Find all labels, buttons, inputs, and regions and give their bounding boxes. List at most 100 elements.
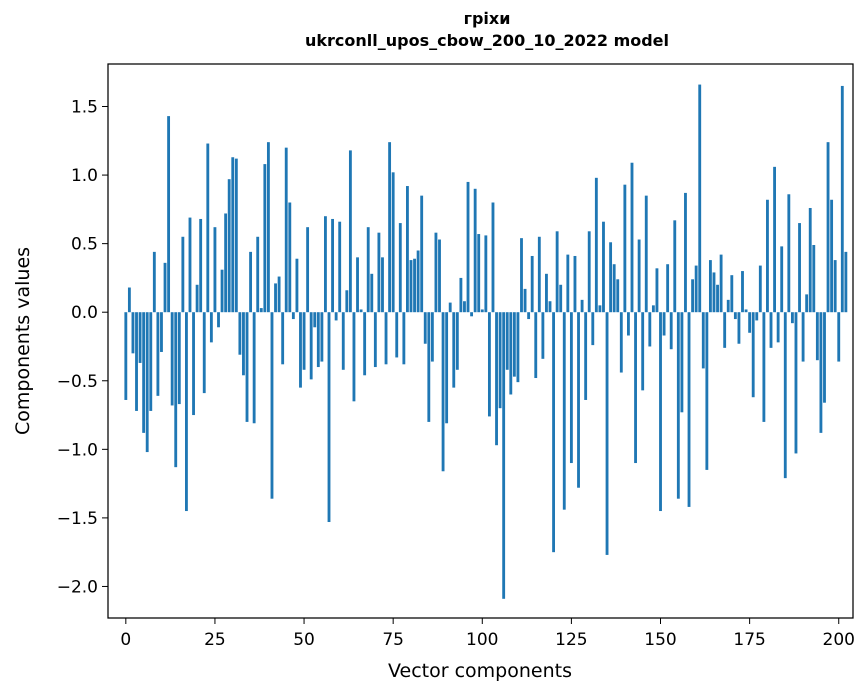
bar: [766, 199, 769, 313]
bar: [669, 312, 673, 350]
bar: [744, 309, 748, 313]
bar: [448, 302, 452, 313]
bar: [559, 284, 563, 313]
bar: [527, 312, 531, 320]
y-tick-label: −1.0: [57, 440, 98, 460]
bar: [224, 213, 228, 313]
bar: [723, 312, 727, 348]
chart-title: гріхи: [464, 9, 511, 28]
bar: [477, 234, 481, 313]
bar: [833, 260, 837, 313]
bar: [185, 312, 188, 512]
bar: [520, 238, 523, 313]
bar: [163, 262, 167, 313]
bar: [844, 251, 848, 313]
bar: [701, 312, 705, 369]
bar: [794, 312, 798, 454]
bar: [623, 184, 627, 313]
bar: [676, 312, 680, 499]
bar: [612, 264, 616, 313]
bar: [584, 312, 588, 400]
bar: [434, 232, 438, 313]
bar: [548, 301, 552, 313]
bar: [309, 312, 313, 380]
bar: [256, 236, 260, 313]
bar: [523, 288, 527, 313]
bar: [416, 250, 420, 313]
y-tick-label: 1.0: [71, 166, 98, 186]
bar: [566, 254, 570, 313]
bar: [733, 312, 737, 320]
bar: [406, 186, 409, 313]
x-tick-label: 150: [644, 630, 676, 650]
bar: [598, 305, 602, 313]
bar: [712, 272, 716, 313]
y-tick-label: −0.5: [57, 372, 98, 392]
bar: [783, 312, 787, 479]
bar: [815, 312, 819, 361]
bar: [773, 166, 776, 313]
bar: [277, 276, 281, 313]
bar: [605, 312, 609, 555]
bar: [616, 279, 620, 313]
bar: [762, 312, 766, 422]
bar: [156, 312, 160, 396]
bar: [470, 312, 474, 317]
bar: [787, 194, 791, 313]
bar: [334, 312, 338, 321]
bar: [808, 207, 812, 313]
bar: [630, 162, 634, 313]
bar: [366, 227, 370, 313]
bar: [659, 312, 662, 512]
bar: [495, 312, 498, 446]
bar: [487, 312, 491, 417]
bar: [751, 312, 755, 398]
bar: [373, 312, 377, 368]
bar: [274, 283, 277, 313]
bar: [687, 312, 691, 507]
x-axis-label: Vector components: [388, 660, 572, 682]
bar: [516, 312, 520, 383]
bar: [662, 312, 666, 336]
x-axis-ticks: 0 25 50 75 100 125 150 175 200: [120, 618, 855, 650]
bar: [242, 312, 245, 376]
bar: [324, 216, 327, 313]
bar: [569, 312, 573, 464]
bar: [177, 312, 181, 405]
bar: [398, 223, 402, 313]
bar: [377, 232, 381, 313]
bar: [798, 223, 801, 313]
bar: [199, 218, 203, 313]
bar: [755, 312, 759, 321]
bar: [641, 312, 645, 391]
bar: [840, 85, 844, 313]
bar: [769, 312, 773, 348]
bar: [573, 255, 577, 313]
bar: [231, 157, 235, 313]
bar: [209, 312, 213, 343]
bar: [217, 312, 220, 328]
bar: [491, 202, 495, 313]
y-tick-label: 0.5: [71, 235, 98, 255]
bars: [124, 84, 848, 599]
y-tick-label: 0.0: [71, 303, 98, 323]
bar: [152, 251, 156, 313]
bar: [245, 312, 249, 422]
bar: [381, 257, 384, 313]
bar: [648, 312, 652, 347]
bar: [684, 192, 687, 313]
bar: [202, 312, 206, 394]
bar: [427, 312, 431, 422]
bar: [234, 158, 238, 313]
bar: [819, 312, 823, 433]
bar: [145, 312, 149, 453]
bar: [281, 312, 285, 365]
x-tick-label: 175: [733, 630, 765, 650]
bar: [423, 312, 427, 344]
bar: [359, 309, 363, 313]
x-tick-label: 0: [120, 630, 131, 650]
bar: [619, 312, 623, 373]
bar: [167, 116, 171, 313]
bar: [705, 312, 709, 470]
